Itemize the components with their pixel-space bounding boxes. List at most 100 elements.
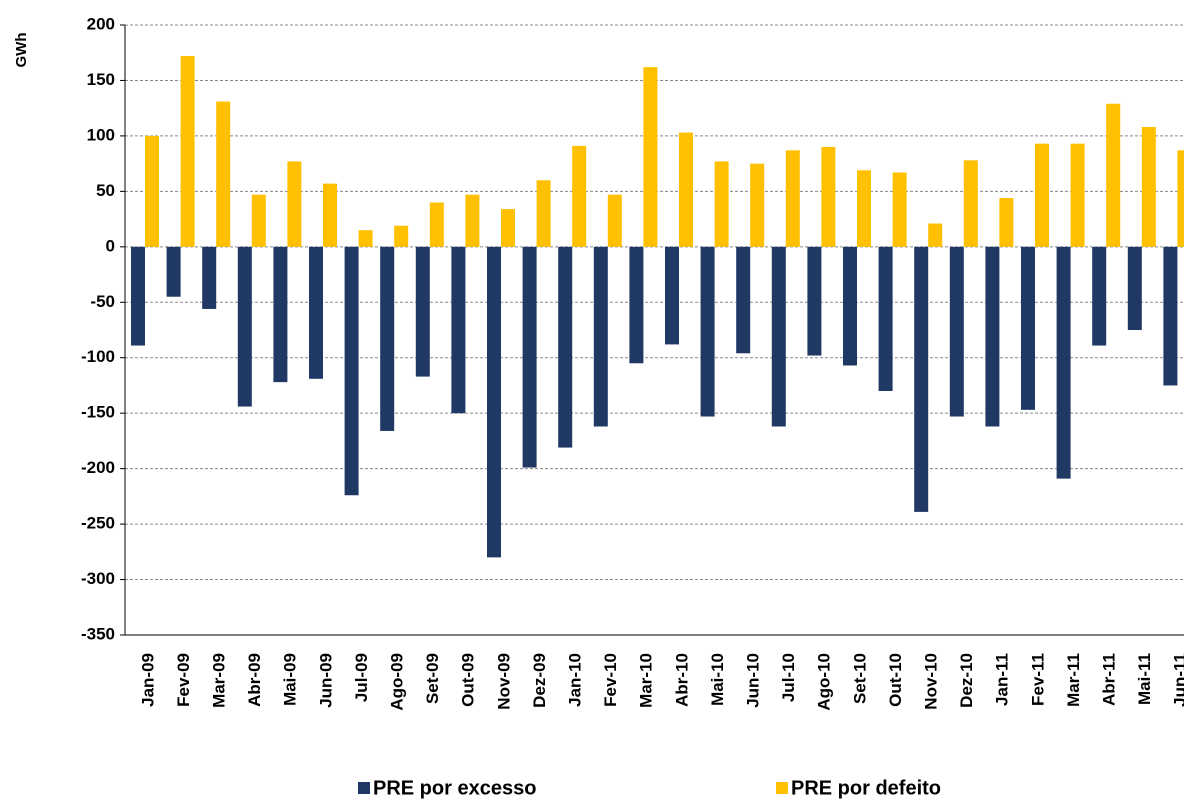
x-tick-label: Set-10 (850, 653, 869, 704)
bar (501, 209, 515, 247)
x-tick-label: Jun-09 (316, 653, 335, 708)
bar (380, 246, 395, 431)
bar (750, 163, 765, 247)
bar (785, 150, 800, 247)
y-tick-label: -100 (81, 347, 115, 366)
x-tick-label: Mar-11 (1064, 653, 1083, 707)
bar (237, 246, 252, 407)
x-tick-label: Jul-09 (352, 653, 371, 702)
bar (487, 246, 501, 558)
bar (643, 67, 658, 247)
bar (771, 246, 786, 427)
bar (451, 246, 466, 414)
bar (309, 246, 323, 379)
bar (287, 161, 302, 247)
y-tick-label: -350 (81, 624, 115, 643)
bar (629, 246, 644, 364)
x-tick-label: Ago-10 (815, 653, 834, 711)
x-tick-label: Out-09 (459, 653, 478, 707)
bar (1106, 103, 1121, 247)
y-tick-label: -150 (81, 403, 115, 422)
y-tick-label: -200 (81, 458, 115, 477)
bar (273, 246, 288, 383)
bar (843, 246, 857, 366)
x-tick-label: Mar-09 (209, 653, 228, 708)
x-tick-label: Mai-11 (1135, 653, 1154, 705)
bar (949, 246, 964, 417)
bar (928, 223, 943, 247)
bar (166, 246, 181, 297)
bar (999, 198, 1014, 247)
y-tick-label: 100 (87, 125, 115, 144)
bar (1177, 150, 1184, 247)
bar (1021, 246, 1035, 410)
bar (429, 202, 444, 247)
bar (180, 56, 195, 247)
bar (892, 172, 907, 247)
bar (202, 246, 217, 309)
x-tick-label: Nov-09 (494, 653, 513, 710)
bar (344, 246, 359, 496)
bar (857, 170, 871, 247)
x-tick-label: Ago-09 (387, 653, 406, 711)
bar (679, 132, 693, 247)
x-tick-label: Jun-11 (1171, 653, 1184, 707)
x-tick-label: Abr-09 (245, 653, 264, 707)
bar (1035, 143, 1049, 247)
bar (593, 246, 608, 427)
y-axis-label: GWh (13, 33, 30, 68)
bar (536, 180, 551, 247)
legend-swatch (776, 782, 788, 794)
x-tick-label: Mai-09 (281, 653, 300, 706)
x-tick-label: Jul-10 (779, 653, 798, 702)
bar (251, 194, 266, 247)
x-tick-label: Mai-10 (708, 653, 727, 706)
bar (394, 225, 409, 247)
x-tick-label: Fev-09 (174, 653, 193, 707)
bar (807, 246, 822, 356)
x-tick-label: Abr-11 (1099, 653, 1118, 706)
legend-label: PRE por defeito (791, 777, 941, 799)
y-tick-label: 150 (87, 70, 115, 89)
x-tick-label: Set-09 (423, 653, 442, 704)
bar (1141, 127, 1156, 247)
bar (145, 135, 159, 247)
x-tick-label: Jun-10 (743, 653, 762, 708)
x-tick-label: Jan-11 (993, 653, 1012, 706)
bar (607, 194, 622, 247)
x-tick-label: Jan-10 (565, 653, 584, 707)
y-tick-label: 0 (106, 236, 115, 255)
legend-swatch (358, 782, 370, 794)
bar (821, 147, 836, 247)
bar (700, 246, 715, 417)
x-tick-label: Out-10 (886, 653, 905, 707)
x-tick-label: Abr-10 (672, 653, 691, 707)
x-tick-label: Fev-11 (1028, 653, 1047, 706)
bar (1070, 143, 1085, 247)
x-tick-label: Dez-09 (530, 653, 549, 708)
y-tick-label: 50 (96, 181, 115, 200)
bar (665, 246, 679, 345)
bar (963, 160, 978, 247)
bar (323, 183, 337, 247)
x-tick-label: Fev-10 (601, 653, 620, 707)
x-tick-label: Mar-10 (637, 653, 656, 708)
y-tick-label: -50 (90, 292, 115, 311)
x-tick-label: Nov-10 (921, 653, 940, 710)
bar (415, 246, 430, 377)
bar (985, 246, 1000, 427)
bar (522, 246, 537, 468)
bar (714, 161, 729, 247)
bar (358, 230, 373, 247)
bar (1163, 246, 1178, 386)
bar (1127, 246, 1142, 330)
bar (1056, 246, 1071, 479)
bar (914, 246, 929, 512)
bar (216, 101, 231, 247)
x-tick-label: Dez-10 (957, 653, 976, 708)
y-tick-label: 200 (87, 14, 115, 33)
bar (1092, 246, 1107, 346)
legend-label: PRE por excesso (373, 777, 536, 799)
bar (572, 145, 587, 247)
